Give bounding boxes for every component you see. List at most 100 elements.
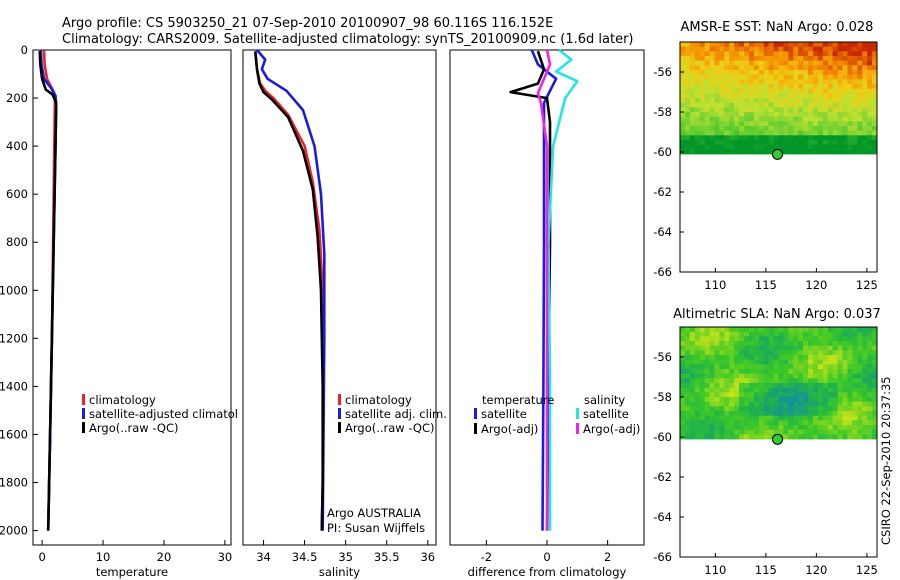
map-cell	[783, 373, 789, 379]
map-cell	[768, 74, 774, 80]
map-cell	[827, 112, 834, 118]
map-cell	[763, 420, 770, 426]
map-cell	[803, 60, 809, 66]
map-cell	[763, 79, 770, 85]
map-cell	[847, 383, 853, 389]
map-cell	[808, 46, 814, 52]
map-cell	[852, 336, 858, 342]
map-cell	[793, 46, 799, 52]
map-cell	[803, 369, 809, 375]
map-cell	[724, 327, 730, 333]
map-cell	[793, 98, 799, 104]
map-cell	[748, 369, 755, 375]
map-cell	[709, 126, 715, 132]
map-cell	[753, 434, 760, 440]
map-cell	[778, 98, 784, 104]
map-cell	[837, 415, 843, 421]
map-cell	[724, 46, 730, 52]
map-cell	[808, 359, 814, 365]
map-cell	[842, 60, 848, 66]
map-cell	[827, 420, 834, 426]
map-cell	[748, 65, 755, 71]
map-cell	[832, 70, 838, 76]
y-tick-label: 1200	[0, 331, 28, 345]
map-cell	[753, 98, 760, 104]
map-cell	[808, 107, 814, 113]
map-cell	[714, 70, 720, 76]
argo-position-marker	[772, 433, 784, 445]
map-cell	[778, 406, 784, 412]
map-cell	[812, 126, 819, 132]
map-cell	[778, 425, 784, 431]
map-cell	[684, 112, 691, 118]
map-cell	[867, 392, 873, 398]
map-cell	[872, 140, 878, 146]
map-cell	[832, 98, 838, 104]
map-cell	[758, 331, 765, 337]
map-cell	[812, 116, 819, 122]
map-cell	[852, 429, 858, 435]
map-x-tick-label: 115	[755, 278, 777, 292]
map-cell	[724, 406, 730, 412]
map-cell	[744, 42, 750, 48]
map-cell	[803, 51, 809, 57]
map-cell	[817, 116, 824, 122]
map-cell	[808, 369, 814, 375]
map-cell	[734, 411, 740, 417]
map-cell	[763, 411, 770, 417]
map-cell	[788, 121, 794, 127]
map-cell	[788, 336, 794, 342]
map-cell	[699, 434, 706, 440]
map-cell	[832, 383, 838, 389]
map-cell	[744, 341, 750, 347]
map-cell	[798, 406, 804, 412]
map-cell	[832, 130, 838, 136]
map-cell	[753, 102, 760, 108]
map-cell	[803, 429, 809, 435]
map-cell	[798, 149, 804, 155]
map-cell	[680, 130, 686, 136]
map-cell	[758, 425, 765, 431]
map-cell	[817, 406, 824, 412]
map-cell	[773, 88, 779, 94]
map-cell	[704, 387, 710, 393]
map-cell	[753, 359, 760, 365]
map-cell	[793, 74, 799, 80]
map-cell	[744, 121, 750, 127]
map-cell	[842, 345, 848, 351]
map-cell	[763, 350, 770, 356]
map-cell	[812, 46, 819, 52]
map-cell	[753, 425, 760, 431]
map-cell	[699, 93, 706, 99]
map-cell	[778, 135, 784, 141]
map-cell	[709, 411, 715, 417]
map-cell	[852, 415, 858, 421]
map-cell	[689, 369, 696, 375]
map-cell	[724, 84, 730, 90]
map-cell	[842, 364, 848, 370]
map-cell	[773, 51, 779, 57]
map-cell	[729, 56, 735, 62]
map-cell	[793, 84, 799, 90]
map-cell	[763, 387, 770, 393]
map-cell	[768, 383, 774, 389]
map-cell	[793, 369, 799, 375]
map-cell	[758, 79, 765, 85]
map-cell	[867, 331, 873, 337]
map-cell	[724, 350, 730, 356]
map-cell	[724, 135, 730, 141]
map-cell	[753, 331, 760, 337]
map-cell	[739, 56, 745, 62]
map-cell	[684, 140, 691, 146]
map-cell	[822, 102, 829, 108]
map-cell	[704, 42, 710, 48]
map-cell	[837, 98, 843, 104]
map-cell	[872, 378, 878, 384]
map-cell	[684, 327, 691, 333]
map-cell	[862, 392, 868, 398]
map-cell	[847, 434, 853, 440]
map-cell	[803, 70, 809, 76]
legend-swatch	[576, 423, 579, 434]
map-cell	[867, 70, 873, 76]
map-cell	[867, 411, 873, 417]
